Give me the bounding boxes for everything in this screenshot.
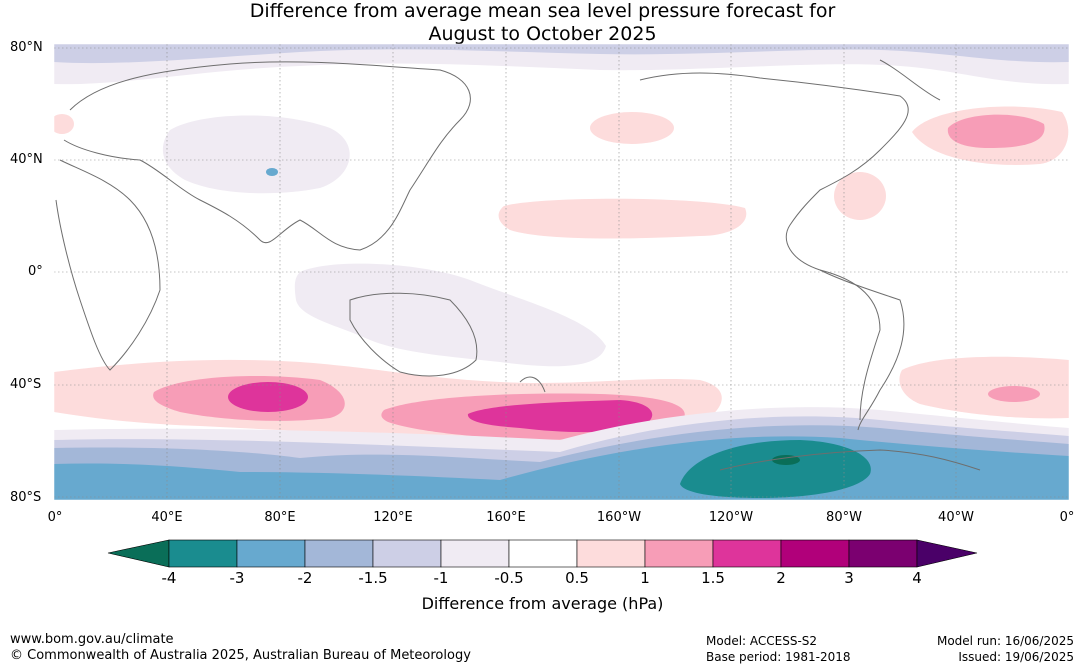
lon-label-80e: 80°E xyxy=(264,510,296,525)
map-frame xyxy=(53,43,1070,501)
antarctic-strongest-core xyxy=(772,455,800,465)
gulf-positive-anomaly xyxy=(834,172,886,220)
lat-label-equator: 0° xyxy=(28,264,43,279)
south-atlantic-positive-anomaly xyxy=(899,356,1069,419)
colorbar-box xyxy=(304,539,374,568)
colorbar-tick: 1.5 xyxy=(701,569,725,587)
colorbar-tick: 2 xyxy=(776,569,786,587)
lon-label-40e: 40°E xyxy=(151,510,183,525)
asia-small-anomaly xyxy=(266,168,278,176)
antarctic-band-3 xyxy=(680,440,871,498)
lon-label-0-west-edge: 0° xyxy=(47,510,63,525)
pacific-strong-core xyxy=(467,400,653,433)
north-atlantic-core-anomaly xyxy=(947,114,1045,148)
colorbar-over-triangle xyxy=(916,539,978,568)
lon-label-80w: 80°W xyxy=(826,510,862,525)
colorbar-box xyxy=(440,539,510,568)
north-pacific-positive-anomaly xyxy=(590,112,674,144)
colorbar-tick: -0.5 xyxy=(494,569,524,587)
map-title: Difference from average mean sea level p… xyxy=(0,0,1085,46)
colorbar-tick: -1 xyxy=(433,569,449,587)
south-atlantic-core xyxy=(988,386,1040,402)
colorbar-tick: 1 xyxy=(640,569,650,587)
colorbar-tick: -3 xyxy=(229,569,245,587)
colorbar-boxes xyxy=(168,539,918,568)
footer-issued: Issued: 19/06/2025 xyxy=(958,650,1074,664)
footer-model: Model: ACCESS-S2 xyxy=(706,634,818,648)
title-line-2: August to October 2025 xyxy=(428,23,657,45)
lon-label-160e: 160°E xyxy=(486,510,526,525)
footer-url: www.bom.gov.au/climate xyxy=(10,632,174,647)
map-area xyxy=(54,44,1069,500)
title-line-1: Difference from average mean sea level p… xyxy=(249,0,836,22)
colorbar-tick: -2 xyxy=(297,569,313,587)
lon-label-120e: 120°E xyxy=(373,510,413,525)
colorbar-box xyxy=(236,539,306,568)
lon-label-160w: 160°W xyxy=(596,510,642,525)
colorbar-box xyxy=(712,539,782,568)
graticule xyxy=(54,44,1069,500)
lon-label-0-east-edge: 0° xyxy=(1059,510,1075,525)
indian-ocean-strong-core xyxy=(228,382,308,412)
lon-label-120w: 120°W xyxy=(708,510,754,525)
colorbar-label: Difference from average (hPa) xyxy=(421,594,664,613)
colorbar-tick: -4 xyxy=(161,569,177,587)
colorbar-box xyxy=(372,539,442,568)
west-europe-positive-anomaly xyxy=(54,114,74,134)
colorbar-box xyxy=(780,539,850,568)
colorbar-box xyxy=(848,539,918,568)
colorbar-under-triangle xyxy=(107,539,170,568)
arctic-negative-anomaly xyxy=(54,44,1069,85)
colorbar-tick: 0.5 xyxy=(565,569,589,587)
colorbar-box xyxy=(576,539,646,568)
lat-label-40n: 40°N xyxy=(10,152,43,167)
colorbar-tick: 4 xyxy=(912,569,922,587)
colorbar-box xyxy=(644,539,714,568)
lat-label-80n: 80°N xyxy=(10,40,43,55)
lat-label-80s: 80°S xyxy=(10,490,42,505)
footer-model-run: Model run: 16/06/2025 xyxy=(936,634,1074,648)
footer-base-period: Base period: 1981-2018 xyxy=(706,650,851,664)
maritime-negative-anomaly xyxy=(294,263,606,367)
coastlines xyxy=(55,59,981,471)
colorbar-tick: 3 xyxy=(844,569,854,587)
lat-label-40s: 40°S xyxy=(10,377,42,392)
colorbar-box xyxy=(168,539,238,568)
colorbar-tick: -1.5 xyxy=(358,569,388,587)
lon-label-40w: 40°W xyxy=(938,510,974,525)
footer-copyright: © Commonwealth of Australia 2025, Austra… xyxy=(10,648,471,663)
arctic-band-anomaly xyxy=(54,44,1069,64)
tropical-pacific-positive-anomaly xyxy=(498,198,747,239)
asia-negative-anomaly xyxy=(162,115,350,194)
colorbar-box xyxy=(508,539,578,568)
